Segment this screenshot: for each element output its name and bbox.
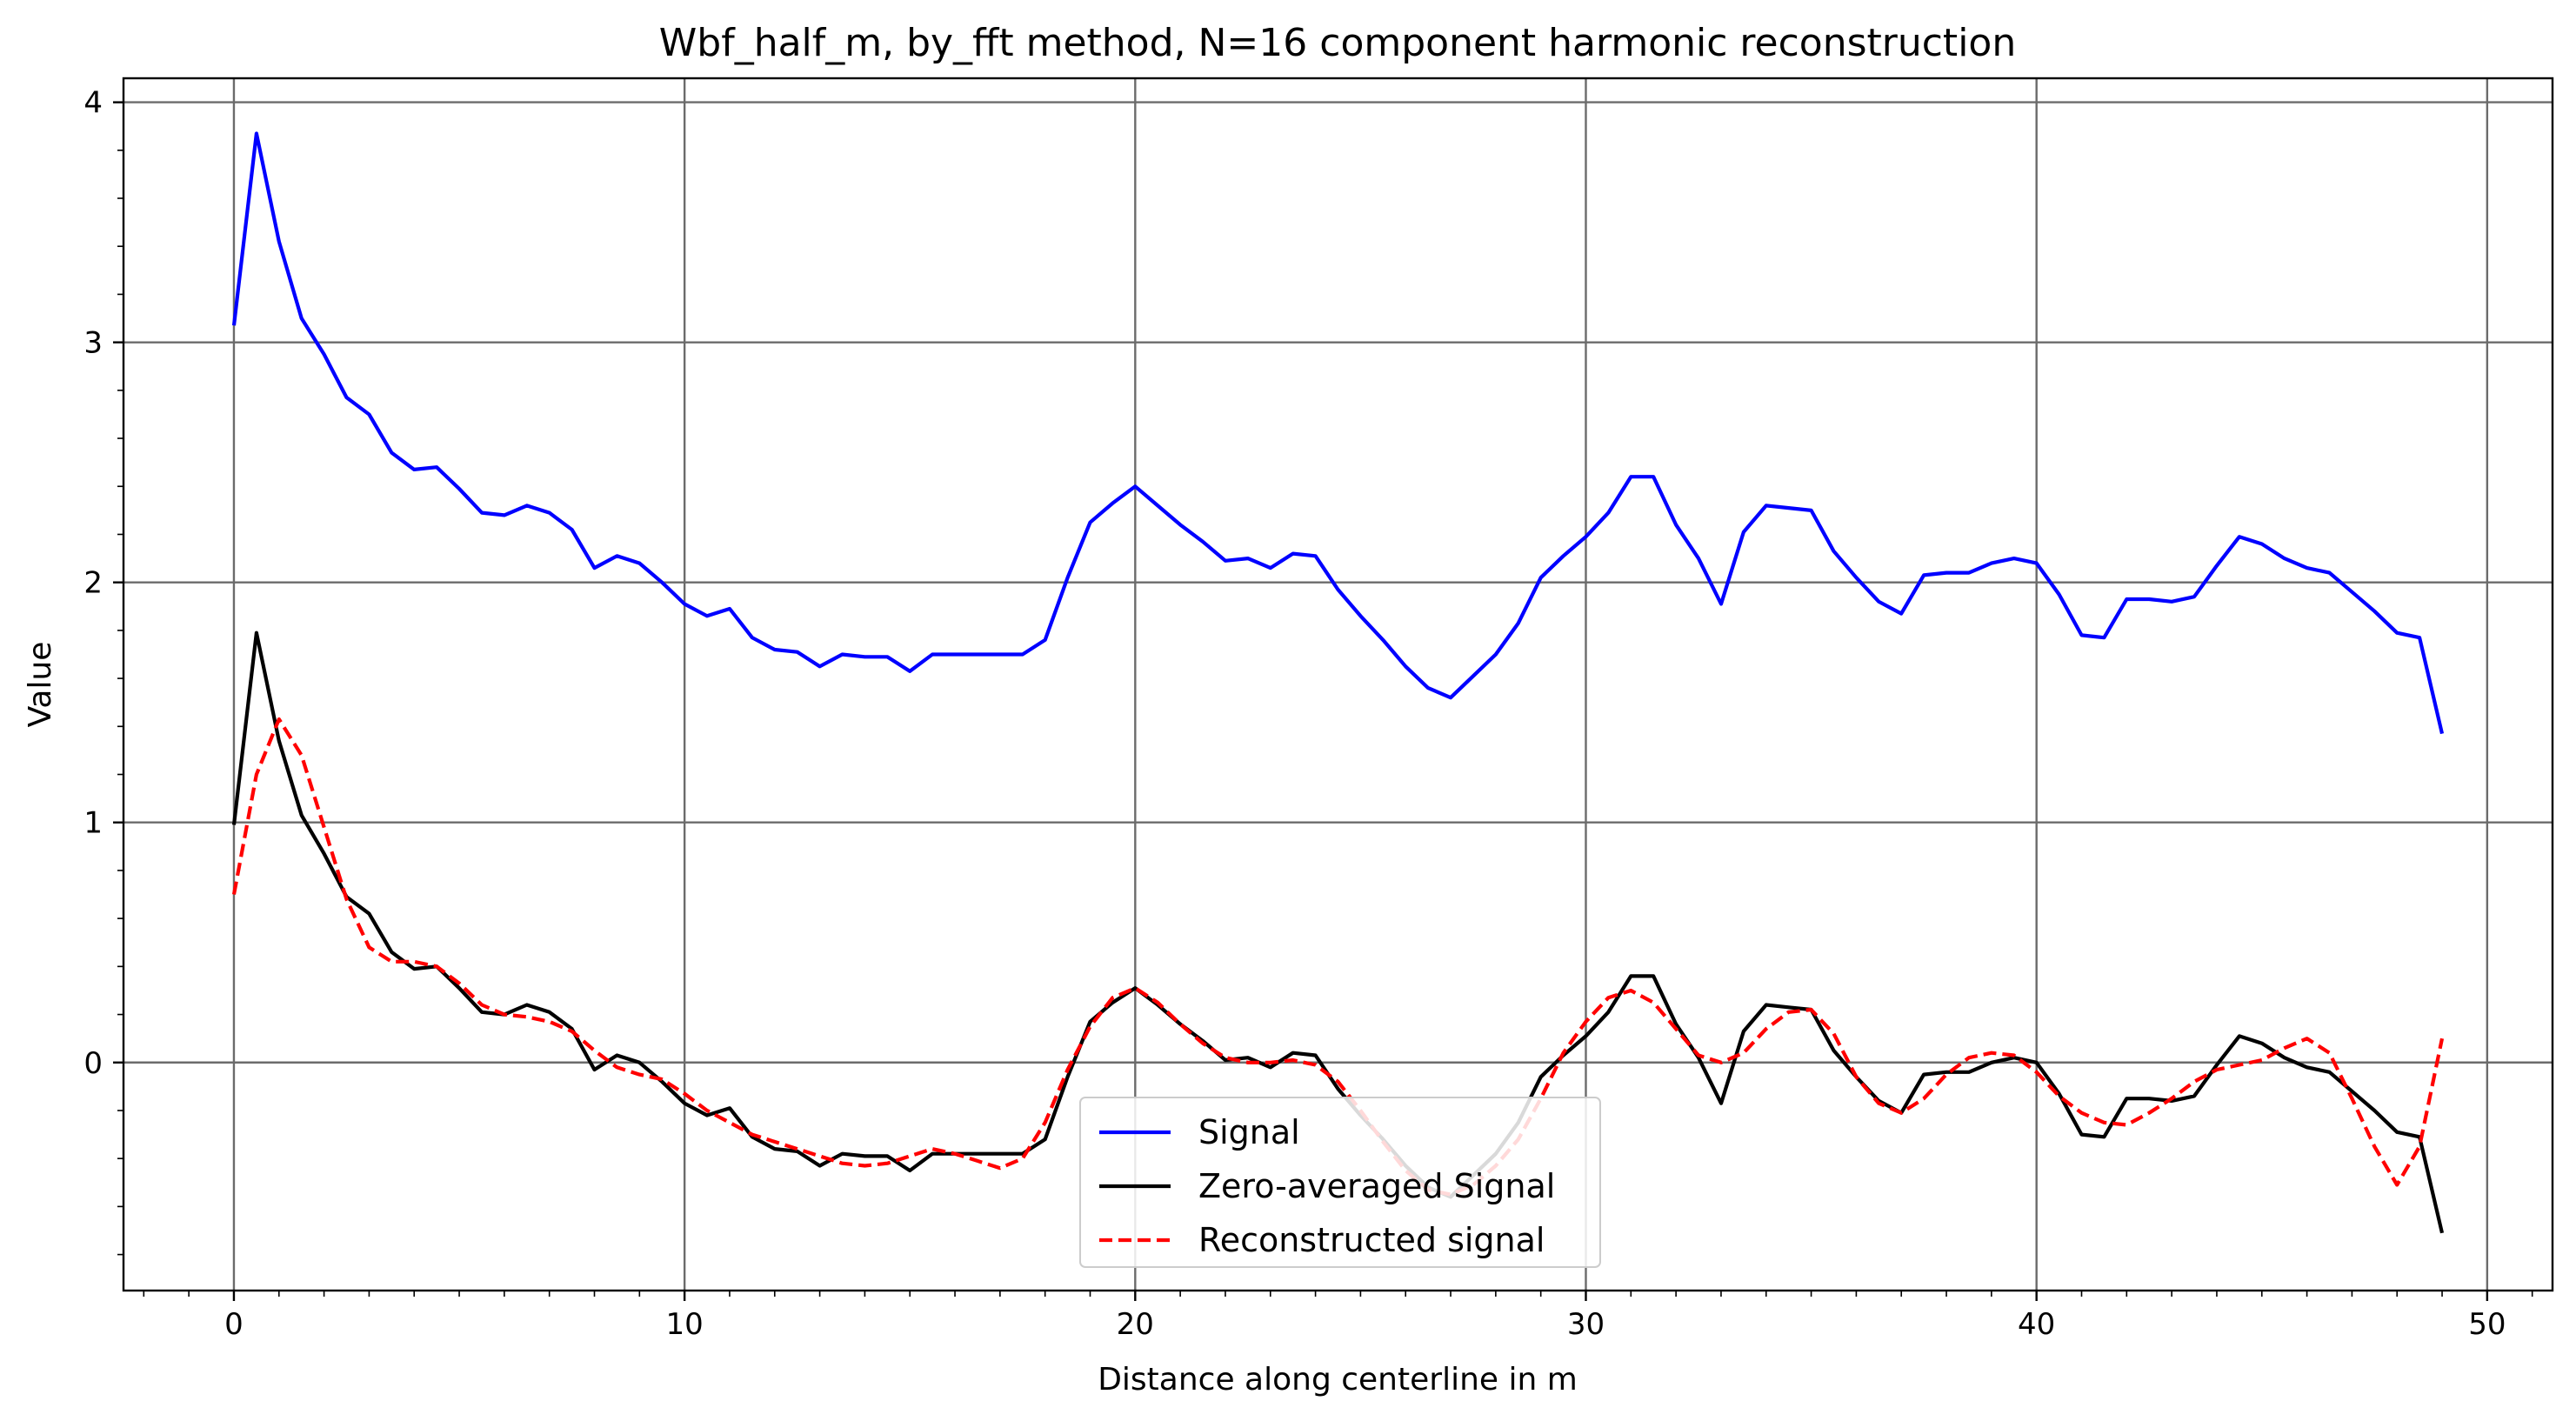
y-tick-label: 1 — [83, 806, 103, 841]
y-axis-label: Value — [23, 642, 58, 728]
x-tick-label: 0 — [224, 1307, 244, 1342]
x-tick-label: 10 — [666, 1307, 704, 1342]
legend-box — [1079, 1097, 1601, 1268]
y-tick-label: 4 — [83, 86, 103, 121]
ticks: 0 10 20 30 40 50 0 1 2 3 4 — [83, 86, 2533, 1342]
x-tick-label: 20 — [1117, 1307, 1154, 1342]
x-tick-label: 40 — [2018, 1307, 2055, 1342]
series — [231, 131, 2445, 1234]
x-tick-label: 50 — [2468, 1307, 2506, 1342]
y-tick-label: 2 — [83, 566, 103, 601]
series-line-2 — [231, 717, 2445, 1197]
y-tick-label: 0 — [83, 1046, 103, 1081]
legend-label-0: Signal — [1198, 1113, 1300, 1151]
legend-label-2: Reconstructed signal — [1198, 1221, 1545, 1259]
y-tick-label: 3 — [83, 326, 103, 361]
chart-title: Wbf_half_m, by_fft method, N=16 componen… — [659, 21, 2016, 65]
x-axis-label: Distance along centerline in m — [1098, 1362, 1578, 1398]
legend-label-1: Zero-averaged Signal — [1198, 1167, 1555, 1205]
legend: Signal Zero-averaged Signal Reconstructed … — [1079, 1097, 1601, 1268]
x-tick-label: 30 — [1567, 1307, 1605, 1342]
series-line-1 — [231, 630, 2445, 1234]
series-line-0 — [231, 131, 2445, 735]
grid — [123, 78, 2553, 1291]
plot-frame — [122, 77, 2554, 1292]
